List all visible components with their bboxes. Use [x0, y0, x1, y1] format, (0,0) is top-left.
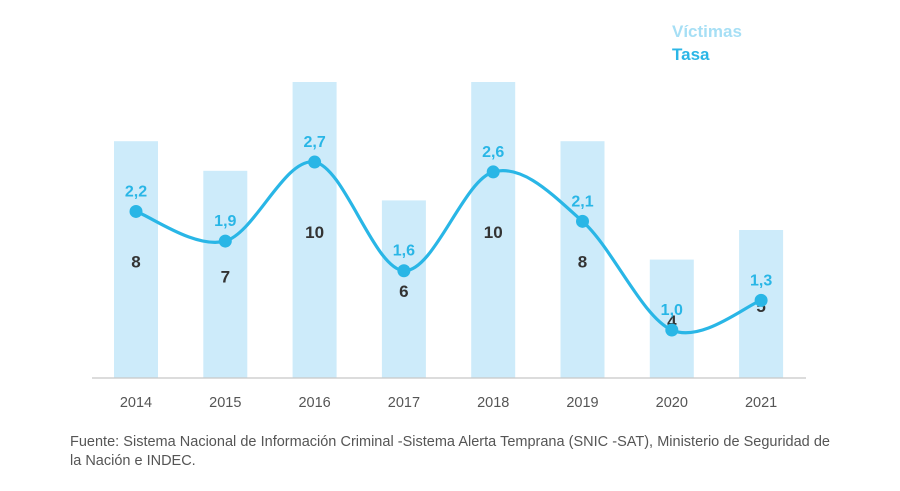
bar-2015 — [203, 170, 248, 378]
source-note: Fuente: Sistema Nacional de Información … — [70, 434, 830, 469]
bar-2018 — [471, 82, 516, 378]
bar-label-2014: 8 — [131, 253, 140, 272]
bar-label-2020: 4 — [667, 312, 677, 331]
rate-label-2014: 2,2 — [125, 183, 147, 200]
rate-label-2019: 2,1 — [571, 193, 593, 210]
x-tick-labels-group: 2014 2015 2016 2017 2018 2019 2020 2021 — [120, 395, 777, 411]
bar-label-2018: 10 — [484, 223, 503, 242]
bar-label-2015: 7 — [221, 267, 230, 286]
rate-point-2020 — [665, 323, 679, 337]
rate-point-2021 — [754, 293, 768, 307]
x-tick-2018: 2018 — [477, 395, 509, 411]
rate-point-2019 — [576, 214, 589, 228]
x-tick-2015: 2015 — [209, 395, 241, 411]
rate-point-2017 — [397, 264, 411, 278]
rate-label-2016: 2,7 — [303, 134, 325, 151]
rate-label-2018: 2,6 — [482, 144, 504, 161]
rate-label-2015: 1,9 — [214, 213, 236, 230]
bar-label-2019: 8 — [578, 253, 587, 272]
rate-label-2017: 1,6 — [393, 243, 415, 260]
rate-label-2020: 1,0 — [661, 302, 683, 319]
rate-point-2018 — [486, 165, 500, 179]
rate-line-group — [134, 160, 763, 335]
rate-line — [134, 160, 763, 335]
x-tick-2019: 2019 — [566, 395, 598, 411]
bar-2016 — [292, 82, 337, 378]
bar-2014 — [114, 141, 158, 378]
legend-item-victimas: Víctimas — [672, 22, 742, 41]
rate-point-2014 — [129, 204, 143, 218]
x-tick-2017: 2017 — [388, 395, 420, 411]
legend: Víctimas Tasa — [672, 20, 742, 66]
x-tick-2016: 2016 — [298, 395, 330, 411]
bar-2019 — [560, 141, 605, 378]
rate-point-2016 — [308, 155, 322, 169]
bar-label-2016: 10 — [305, 223, 324, 242]
rate-labels-group: 2,2 1,9 2,7 1,6 2,6 2,1 1,0 1,3 — [125, 134, 772, 319]
legend-item-tasa: Tasa — [672, 45, 710, 64]
x-tick-2021: 2021 — [745, 395, 777, 411]
bar-2017 — [381, 200, 426, 378]
rate-point-2015 — [218, 234, 232, 248]
chart: 8710610845 20142015201620172018201920202… — [92, 82, 806, 411]
bar-label-2017: 6 — [399, 282, 408, 301]
x-tick-2014: 2014 — [120, 395, 152, 411]
bars-group — [114, 82, 784, 378]
x-tick-2020: 2020 — [656, 395, 688, 411]
rate-points-group — [129, 155, 768, 337]
rate-label-2021: 1,3 — [750, 272, 772, 289]
